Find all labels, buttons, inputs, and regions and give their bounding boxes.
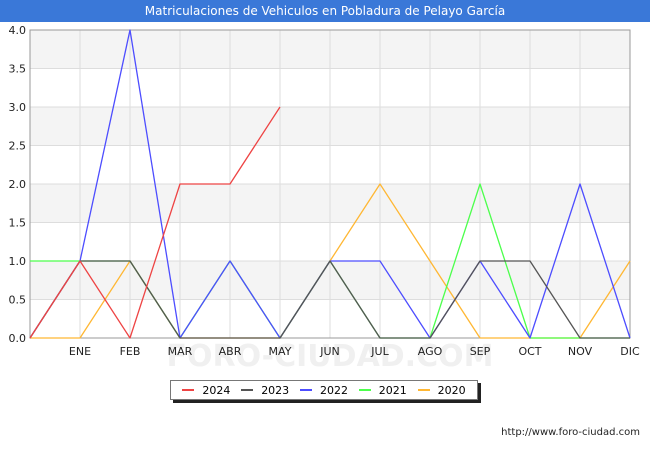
legend-label-2021: 2021 [378, 383, 407, 397]
legend-label-2023: 2023 [261, 383, 290, 397]
y-tick-label: 0.0 [9, 332, 27, 345]
legend-item-2020: 2020 [417, 383, 466, 397]
x-tick-label: DIC [620, 345, 640, 358]
y-tick-label: 1.0 [9, 255, 27, 268]
watermark: FORO-CIUDAD.COM [167, 339, 494, 374]
series-line-2023 [29, 260, 630, 339]
y-tick-label: 2.5 [9, 140, 27, 153]
legend-item-2022: 2022 [299, 383, 348, 397]
series-line-2024 [29, 106, 281, 339]
x-tick-label: MAR [168, 345, 193, 358]
x-tick-label: AGO [418, 345, 443, 358]
y-tick-label: 2.0 [9, 178, 27, 191]
y-tick-label: 1.5 [9, 217, 27, 230]
x-tick-label: FEB [120, 345, 141, 358]
source-url: http://www.foro-ciudad.com [501, 427, 640, 438]
y-tick-label: 3.0 [9, 101, 27, 114]
legend-swatch-2024 [182, 389, 195, 391]
legend: 2024 2023 2022 2021 2020 [170, 380, 478, 400]
x-tick-label: JUL [370, 345, 389, 358]
legend-swatch-2022 [299, 389, 312, 391]
y-tick-label: 3.5 [9, 63, 27, 76]
x-tick-label: NOV [568, 345, 593, 358]
plot-area-border [29, 29, 631, 339]
x-tick-label: ENE [69, 345, 91, 358]
x-tick-label: MAY [269, 345, 292, 358]
x-tick-label: ABR [219, 345, 242, 358]
x-tick-label: JUN [319, 345, 340, 358]
legend-swatch-2020 [417, 389, 430, 391]
legend-item-2024: 2024 [182, 384, 230, 397]
x-tick-label: OCT [518, 345, 541, 358]
legend-label-2020: 2020 [437, 383, 466, 397]
legend-item-2021: 2021 [358, 383, 407, 397]
legend-item-2023: 2023 [241, 384, 289, 397]
legend-swatch-2023 [241, 389, 254, 391]
y-tick-label: 4.0 [9, 24, 27, 37]
y-tick-label: 0.5 [9, 294, 27, 307]
legend-swatch-2021 [358, 389, 371, 391]
legend-label-2024: 2024 [202, 383, 231, 397]
x-tick-label: SEP [470, 345, 491, 358]
chart-title: Matriculaciones de Vehiculos en Pobladur… [0, 0, 650, 22]
legend-label-2022: 2022 [319, 383, 348, 397]
